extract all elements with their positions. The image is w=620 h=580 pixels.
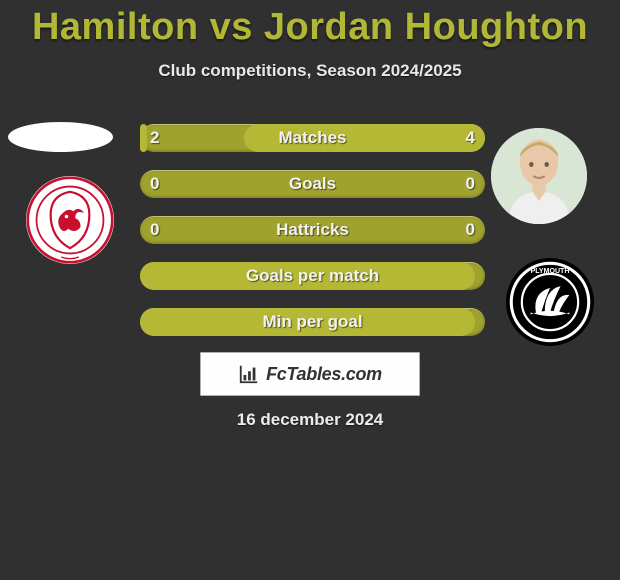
bar-label: Goals per match bbox=[140, 262, 485, 290]
middlesbrough-crest-icon bbox=[26, 176, 114, 264]
bar-goals-per-match: Goals per match bbox=[140, 262, 485, 290]
player-right-avatar bbox=[491, 128, 587, 224]
club-crest-left bbox=[26, 176, 114, 264]
bar-chart-icon bbox=[238, 363, 260, 385]
bar-value-right bbox=[465, 262, 485, 290]
plymouth-crest-icon: PLYMOUTH bbox=[506, 258, 594, 346]
bar-value-right: 4 bbox=[456, 124, 485, 152]
bar-label: Goals bbox=[140, 170, 485, 198]
bar-min-per-goal: Min per goal bbox=[140, 308, 485, 336]
bar-label: Min per goal bbox=[140, 308, 485, 336]
player-left-avatar bbox=[8, 122, 113, 152]
bar-label: Hattricks bbox=[140, 216, 485, 244]
date-label: 16 december 2024 bbox=[0, 410, 620, 430]
bar-label: Matches bbox=[140, 124, 485, 152]
bar-value-right: 0 bbox=[456, 216, 485, 244]
svg-text:PLYMOUTH: PLYMOUTH bbox=[531, 268, 570, 275]
source-logo-text: FcTables.com bbox=[266, 364, 382, 385]
bar-goals: 0 Goals 0 bbox=[140, 170, 485, 198]
bar-value-right bbox=[465, 308, 485, 336]
stats-bars: 2 Matches 4 0 Goals 0 0 Hattricks 0 Goal… bbox=[140, 124, 485, 354]
subtitle: Club competitions, Season 2024/2025 bbox=[0, 61, 620, 81]
page-title: Hamilton vs Jordan Houghton bbox=[0, 0, 620, 49]
avatar-placeholder-icon bbox=[491, 128, 587, 224]
source-logo: FcTables.com bbox=[200, 352, 420, 396]
bar-hattricks: 0 Hattricks 0 bbox=[140, 216, 485, 244]
club-crest-right: PLYMOUTH bbox=[506, 258, 594, 346]
bar-value-right: 0 bbox=[456, 170, 485, 198]
bar-matches: 2 Matches 4 bbox=[140, 124, 485, 152]
